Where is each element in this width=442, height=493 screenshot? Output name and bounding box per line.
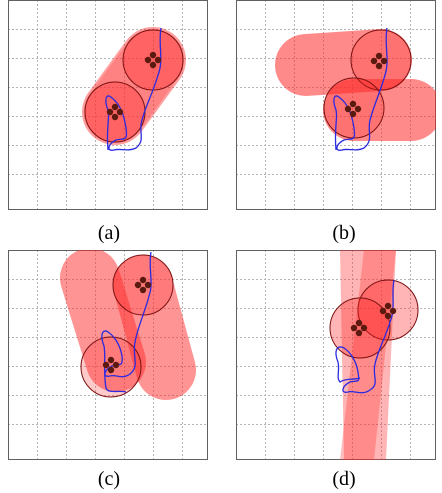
caption-a: (a) [97, 222, 121, 244]
position-marker-1 [379, 302, 397, 320]
panel-b [236, 0, 436, 210]
position-marker-2 [350, 319, 368, 337]
panel-b-plot [236, 0, 436, 210]
capsule-region [340, 250, 396, 460]
position-marker-1 [370, 52, 388, 70]
panel-d-plot [236, 250, 436, 460]
sensor-circle-1 [122, 29, 184, 91]
position-marker-2 [102, 356, 120, 374]
capsule-region [275, 29, 436, 141]
panel-a [8, 0, 208, 210]
caption-d: (d) [332, 468, 356, 490]
caption-b: (b) [332, 222, 356, 244]
panel-a-plot [8, 0, 208, 210]
panel-c [8, 250, 208, 460]
position-marker-1 [144, 51, 162, 69]
sensor-circle-1 [112, 254, 174, 316]
panel-c-plot [8, 250, 208, 460]
caption-c: (c) [97, 468, 121, 490]
trajectory [333, 27, 388, 151]
sensor-circle-2 [329, 297, 391, 359]
trajectory [101, 251, 152, 393]
trajectory [105, 27, 162, 151]
position-marker-2 [106, 103, 124, 121]
position-marker-2 [344, 100, 362, 118]
capsule-region [82, 27, 186, 145]
sensor-circle-2 [84, 81, 146, 143]
position-marker-1 [134, 276, 152, 294]
trajectory [335, 279, 395, 394]
panel-d [236, 250, 436, 460]
grid [236, 250, 436, 460]
capsule-region [60, 250, 196, 400]
